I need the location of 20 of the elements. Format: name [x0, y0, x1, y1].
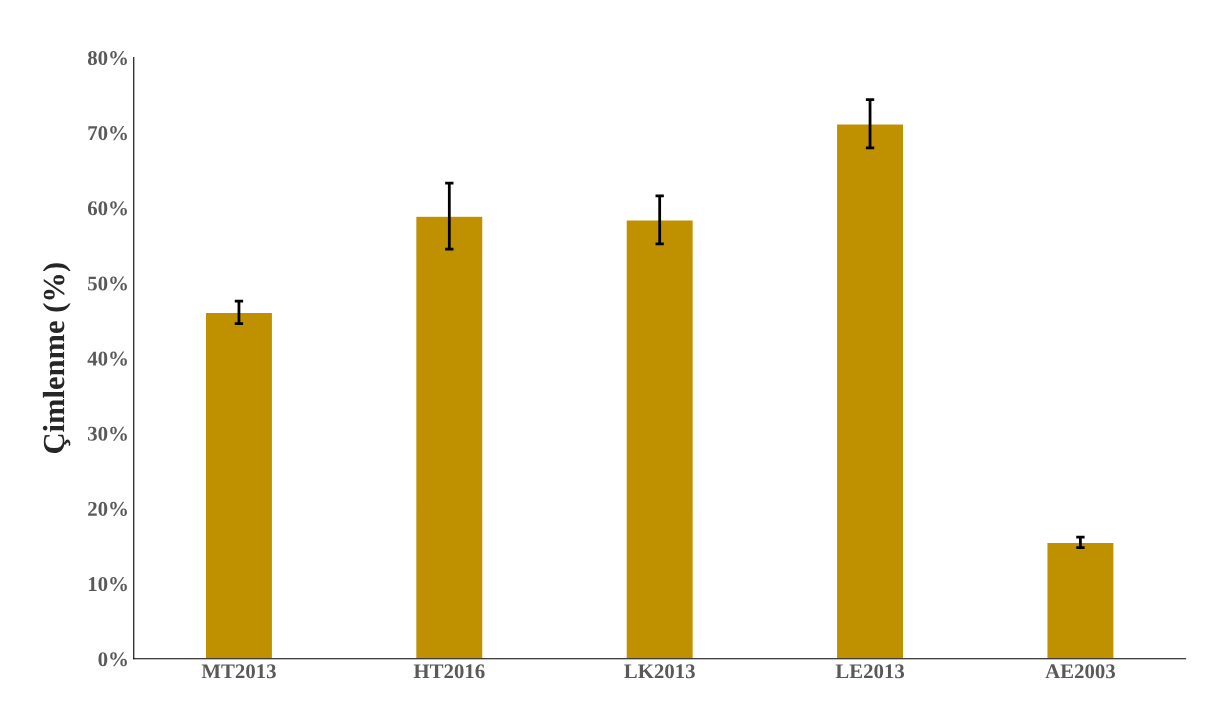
- x-tick-label: LK2013: [624, 664, 695, 679]
- bar: [414, 215, 484, 659]
- y-axis-title: Çimlenme (%): [42, 263, 71, 454]
- x-tick-label: HT2016: [413, 664, 485, 679]
- y-tick-label: 40%: [87, 351, 127, 366]
- bar: [625, 219, 695, 659]
- bar: [1046, 541, 1115, 659]
- y-tick-label: 20%: [88, 501, 127, 516]
- y-tick-label: 60%: [87, 201, 127, 216]
- bar: [835, 123, 905, 659]
- y-tick-label: 80%: [87, 50, 127, 66]
- y-tick-label: 30%: [88, 426, 127, 441]
- x-tick-label: LE2013: [835, 664, 905, 679]
- y-tick-label: 0%: [98, 652, 127, 667]
- y-tick-label: 10%: [88, 577, 127, 592]
- x-tick-label: MT2013: [201, 664, 276, 679]
- y-tick-label: 50%: [88, 276, 127, 291]
- x-tick-label: AE2003: [1045, 664, 1116, 679]
- y-tick-label: 70%: [88, 126, 127, 141]
- bar: [204, 311, 274, 659]
